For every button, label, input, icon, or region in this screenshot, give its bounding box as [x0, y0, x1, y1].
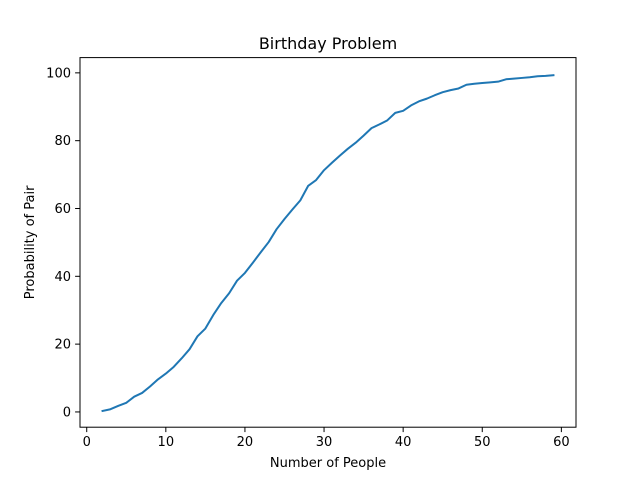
- axes-frame: [79, 57, 577, 428]
- series-line-1: [101, 74, 555, 413]
- x-tick-label: 30: [316, 435, 333, 450]
- x-tick-label: 20: [237, 435, 254, 450]
- x-tick-label: 10: [158, 435, 175, 450]
- x-tick-label: 40: [395, 435, 412, 450]
- y-axis-label: Probability of Pair: [23, 185, 38, 299]
- y-tick-label: 80: [54, 134, 71, 149]
- ticks-layer: 0 10 20 30 40 50 60 0 20 40 60 80 100: [46, 66, 569, 450]
- y-tick-label: 100: [46, 66, 71, 81]
- y-tick-label: 20: [54, 338, 71, 353]
- x-tick-label: 60: [553, 435, 570, 450]
- y-tick-label: 0: [63, 405, 71, 420]
- x-tick-label: 50: [474, 435, 491, 450]
- x-tick-label: 0: [83, 435, 91, 450]
- y-tick-label: 60: [54, 202, 71, 217]
- x-axis-label: Number of People: [270, 456, 386, 471]
- y-tick-label: 40: [54, 270, 71, 285]
- chart-title: Birthday Problem: [259, 34, 397, 53]
- series-layer: [101, 74, 555, 413]
